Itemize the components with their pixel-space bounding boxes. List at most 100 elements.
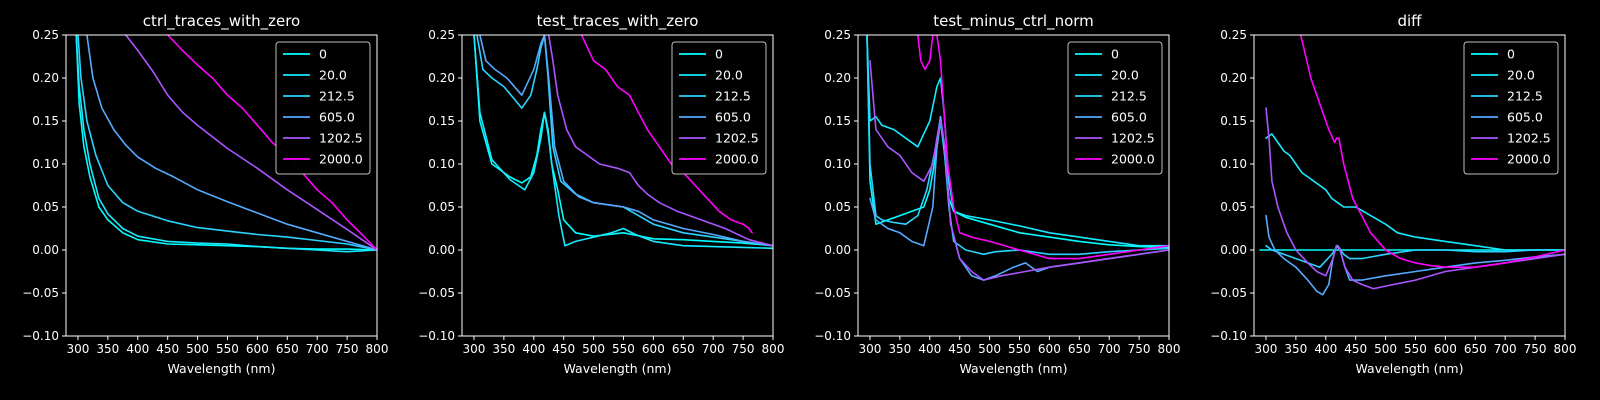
y-tick-label: 0.05 — [1220, 200, 1247, 214]
chart-panel-2: test_traces_with_zero 300 350 400 450 500 550 6… — [418, 12, 784, 376]
series-line-605.0 — [1265, 214, 1565, 296]
legend-label: 2000.0 — [319, 152, 363, 167]
y-tick-label: 0.25 — [428, 28, 455, 42]
x-tick-label: 600 — [1038, 342, 1061, 356]
legend-label: 20.0 — [715, 68, 743, 83]
x-tick-label: 500 — [1374, 342, 1397, 356]
x-tick-label: 550 — [612, 342, 635, 356]
x-tick-label: 300 — [859, 342, 882, 356]
y-tick-label: 0.15 — [32, 114, 59, 128]
x-tick-label: 300 — [67, 342, 90, 356]
y-tick-label: 0.25 — [32, 28, 59, 42]
x-tick-label: 700 — [306, 342, 329, 356]
x-tick-label: 700 — [1098, 342, 1121, 356]
x-tick-label: 400 — [1314, 342, 1337, 356]
x-tick-label: 800 — [1158, 342, 1181, 356]
x-tick-label: 400 — [126, 342, 149, 356]
x-tick-label: 650 — [276, 342, 299, 356]
legend-label: 0 — [1111, 47, 1119, 62]
x-tick-label: 500 — [978, 342, 1001, 356]
series-line-1202.5 — [869, 59, 1169, 281]
chart-panel-1: ctrl_traces_with_zero 300 350 400 450 500 550 6… — [22, 12, 388, 376]
series-line-20.0 — [1265, 133, 1565, 251]
x-tick-label: 400 — [522, 342, 545, 356]
series-line-20.0 — [473, 35, 773, 250]
chart-title: ctrl_traces_with_zero — [143, 12, 300, 31]
axes-frame — [1253, 34, 1566, 337]
legend-label: 2000.0 — [715, 152, 759, 167]
y-tick-label: 0.15 — [1220, 114, 1247, 128]
legend: 0 20.0 212.5 605.0 1202.5 2000.0 — [671, 41, 767, 175]
series-line-2000.0 — [580, 35, 753, 234]
x-tick-label: 450 — [948, 342, 971, 356]
chart-title: test_traces_with_zero — [537, 12, 699, 31]
y-tick-label: 0.10 — [1220, 157, 1247, 171]
y-tick-label: 0.25 — [824, 28, 851, 42]
series-line-2000.0 — [166, 35, 377, 251]
series-line-2000.0 — [916, 35, 1169, 260]
y-tick-label: 0.15 — [428, 114, 455, 128]
series-line-2000.0 — [1299, 35, 1565, 269]
y-tick-label: −0.10 — [22, 329, 59, 343]
legend: 0 20.0 212.5 605.0 1202.5 2000.0 — [1067, 41, 1163, 175]
series-line-1202.5 — [125, 35, 377, 251]
series-line-212.5 — [476, 35, 773, 247]
y-tick-label: 0.05 — [824, 200, 851, 214]
legend-label: 20.0 — [1507, 68, 1535, 83]
y-tick-label: 0.20 — [824, 71, 851, 85]
legend-label: 0 — [1507, 47, 1515, 62]
x-tick-label: 800 — [366, 342, 389, 356]
axes-frame — [65, 34, 378, 337]
x-axis-label: Wavelength (nm) — [168, 361, 276, 376]
series-line-212.5 — [1265, 244, 1565, 269]
y-tick-label: 0.20 — [1220, 71, 1247, 85]
y-tick-label: −0.05 — [814, 286, 851, 300]
x-tick-label: 350 — [888, 342, 911, 356]
axes-frame — [857, 34, 1170, 337]
x-tick-label: 450 — [156, 342, 179, 356]
x-tick-label: 600 — [246, 342, 269, 356]
x-tick-label: 750 — [732, 342, 755, 356]
x-axis-label: Wavelength (nm) — [960, 361, 1068, 376]
legend-label: 1202.5 — [1507, 131, 1551, 146]
x-tick-label: 300 — [463, 342, 486, 356]
x-tick-label: 350 — [1284, 342, 1307, 356]
y-tick-label: 0.05 — [32, 200, 59, 214]
y-tick-label: 0.05 — [428, 200, 455, 214]
legend-label: 605.0 — [1507, 110, 1543, 125]
legend-label: 212.5 — [715, 89, 751, 104]
x-tick-label: 650 — [672, 342, 695, 356]
y-tick-label: −0.05 — [22, 286, 59, 300]
y-tick-label: 0.20 — [428, 71, 455, 85]
y-tick-label: 0.10 — [428, 157, 455, 171]
legend-label: 1202.5 — [319, 131, 363, 146]
x-tick-label: 700 — [1494, 342, 1517, 356]
x-tick-label: 550 — [1008, 342, 1031, 356]
series-line-20.0 — [75, 35, 377, 253]
x-tick-label: 500 — [582, 342, 605, 356]
y-tick-label: −0.10 — [1210, 329, 1247, 343]
legend: 0 20.0 212.5 605.0 1202.5 2000.0 — [1463, 41, 1559, 175]
x-tick-label: 750 — [336, 342, 359, 356]
x-tick-label: 600 — [642, 342, 665, 356]
x-tick-label: 700 — [702, 342, 725, 356]
x-tick-label: 550 — [1404, 342, 1427, 356]
axes-frame — [461, 34, 774, 337]
chart-panel-4: diff 300 350 400 450 500 550 600 650 700 750 800 −0.… — [1210, 12, 1576, 376]
y-tick-label: 0.20 — [32, 71, 59, 85]
x-tick-label: 750 — [1128, 342, 1151, 356]
series-line-1202.5 — [1265, 107, 1565, 290]
legend-label: 0 — [715, 47, 723, 62]
series-line-605.0 — [86, 35, 377, 251]
y-tick-label: 0.10 — [32, 157, 59, 171]
y-tick-label: −0.10 — [814, 329, 851, 343]
legend-label: 605.0 — [1111, 110, 1147, 125]
y-tick-label: 0.00 — [824, 243, 851, 257]
x-tick-label: 500 — [186, 342, 209, 356]
legend-label: 212.5 — [319, 89, 355, 104]
legend-label: 1202.5 — [1111, 131, 1155, 146]
legend-label: 212.5 — [1111, 89, 1147, 104]
y-tick-label: 0.10 — [824, 157, 851, 171]
x-tick-label: 600 — [1434, 342, 1457, 356]
